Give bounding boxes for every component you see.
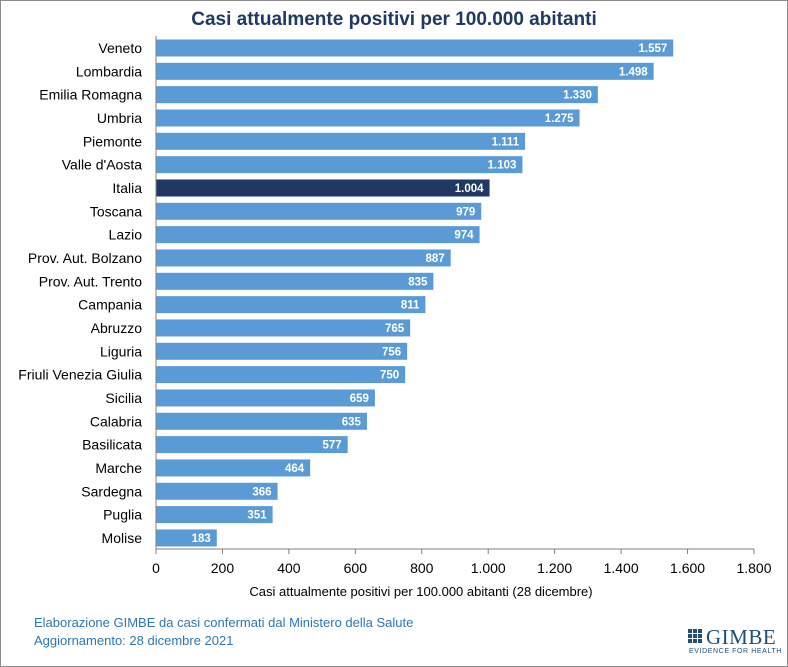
category-label: Valle d'Aosta [62, 157, 142, 173]
category-label: Marche [95, 460, 142, 476]
bar-10 [156, 272, 434, 290]
x-tick-label: 600 [344, 560, 368, 576]
bar-value-label: 351 [247, 510, 267, 522]
bar-21 [156, 529, 217, 547]
bar-18 [156, 459, 311, 477]
category-label: Abruzzo [91, 320, 143, 336]
category-label: Puglia [103, 507, 142, 523]
category-label: Prov. Aut. Trento [39, 273, 142, 289]
category-label: Campania [78, 297, 142, 313]
bar-value-label: 974 [454, 230, 474, 242]
bar-17 [156, 436, 348, 454]
bar-16 [156, 412, 367, 430]
category-label: Italia [112, 180, 142, 196]
bar-value-label: 1.330 [563, 90, 592, 102]
category-label: Sardegna [81, 483, 142, 499]
bar-value-label: 635 [342, 416, 362, 428]
category-label: Liguria [100, 343, 142, 359]
category-label: Prov. Aut. Bolzano [28, 250, 142, 266]
x-tick-label: 1.200 [537, 560, 572, 576]
chart-title: Casi attualmente positivi per 100.000 ab… [191, 9, 597, 30]
x-tick-label: 800 [410, 560, 434, 576]
category-label: Piemonte [83, 133, 142, 149]
bars-group: 1.557 Veneto 1.498 Lombardia 1.330 Emilia Rom… [18, 39, 674, 547]
category-label: Basilicata [82, 437, 142, 453]
bar-2 [156, 86, 598, 104]
bar-value-label: 835 [408, 276, 428, 288]
bar-9 [156, 249, 451, 267]
bar-15 [156, 389, 375, 407]
footer-source: Elaborazione GIMBE da casi confermati da… [34, 615, 414, 630]
bar-value-label: 659 [350, 393, 369, 405]
bar-value-label: 1.103 [488, 160, 517, 172]
bar-value-label: 1.111 [492, 136, 520, 148]
bar-value-label: 887 [425, 253, 444, 265]
category-label: Sicilia [105, 390, 142, 406]
x-tick-label: 1.800 [736, 560, 771, 576]
bar-4 [156, 132, 526, 150]
x-tick-label: 0 [152, 560, 160, 576]
category-label: Calabria [90, 413, 142, 429]
bar-value-label: 1.275 [545, 113, 574, 125]
bar-12 [156, 319, 411, 337]
category-label: Umbria [97, 110, 142, 126]
bar-value-label: 756 [382, 346, 401, 358]
bar-value-label: 1.498 [619, 66, 648, 78]
bar-5 [156, 156, 523, 174]
category-label: Toscana [90, 203, 142, 219]
footer: Elaborazione GIMBE da casi confermati da… [34, 614, 413, 650]
category-label: Lazio [109, 227, 143, 243]
bar-3 [156, 109, 580, 127]
category-label: Lombardia [76, 63, 142, 79]
bar-7 [156, 202, 482, 220]
x-tick-label: 1.400 [604, 560, 639, 576]
bar-value-label: 1.004 [455, 183, 484, 195]
x-axis: 0 200 400 600 800 1.000 1.200 1.400 1.600 1.800 [152, 36, 772, 576]
logo-tagline: EVIDENCE FOR HEALTH [689, 648, 782, 655]
grid-squares-icon [688, 629, 703, 644]
bar-value-label: 1.557 [638, 43, 667, 55]
bar-value-label: 750 [380, 370, 399, 382]
bar-value-label: 366 [252, 486, 271, 498]
category-label: Emilia Romagna [39, 87, 142, 103]
bar-value-label: 183 [192, 533, 211, 545]
logo-name: GIMBE [706, 625, 777, 649]
bar-11 [156, 296, 426, 314]
bar-8 [156, 226, 480, 244]
bar-13 [156, 342, 408, 360]
bar-value-label: 464 [285, 463, 305, 475]
bar-19 [156, 482, 278, 500]
bar-1 [156, 62, 654, 80]
x-tick-label: 400 [277, 560, 301, 576]
bar-20 [156, 506, 273, 524]
bar-value-label: 979 [456, 206, 475, 218]
footer-update: Aggiornamento: 28 dicembre 2021 [34, 633, 234, 648]
bar-value-label: 765 [385, 323, 405, 335]
x-tick-label: 1.600 [670, 560, 705, 576]
category-label: Veneto [98, 40, 142, 56]
bar-6 [156, 179, 490, 197]
bar-value-label: 811 [401, 300, 420, 312]
category-label: Friuli Venezia Giulia [18, 367, 142, 383]
x-tick-label: 1.000 [471, 560, 506, 576]
bar-value-label: 577 [323, 440, 342, 452]
gimbe-logo: GIMBE EVIDENCE FOR HEALTH [688, 625, 781, 659]
x-axis-title: Casi attualmente positivi per 100.000 ab… [249, 584, 592, 599]
x-tick-label: 200 [211, 560, 235, 576]
bar-14 [156, 366, 406, 384]
bar-0 [156, 39, 674, 57]
category-label: Molise [102, 530, 143, 546]
